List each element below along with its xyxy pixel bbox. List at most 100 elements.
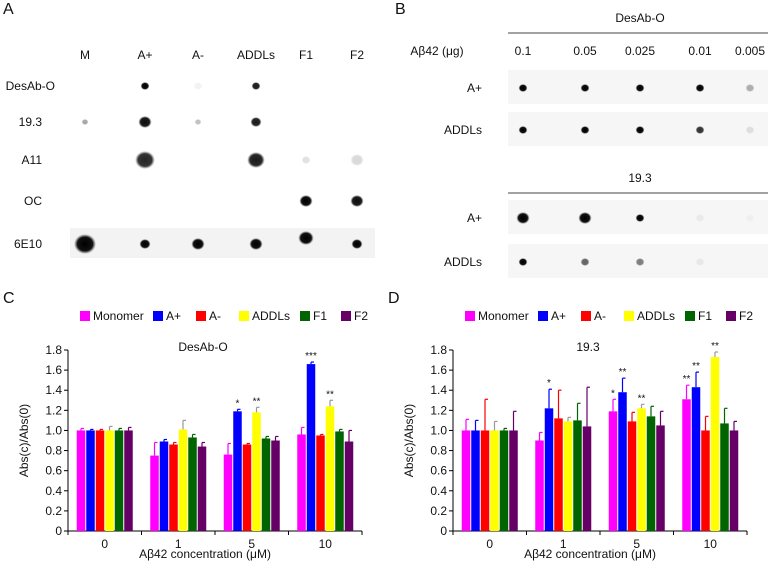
- legend-swatch: [465, 311, 475, 321]
- significance-marker: **: [692, 361, 700, 372]
- blot-dot: [745, 126, 755, 134]
- blot-dot: [580, 258, 590, 266]
- bar: [710, 357, 720, 531]
- y-tick-label: 1.4: [430, 383, 447, 397]
- panel-label-b: B: [395, 1, 406, 18]
- blot-dot: [250, 117, 262, 127]
- bar: [159, 441, 169, 531]
- blot-dot: [191, 238, 205, 250]
- panel-a-dot-blot: [70, 82, 375, 258]
- blot-dot: [351, 239, 363, 249]
- legend-label: Monomer: [93, 309, 144, 323]
- blot-dot: [695, 84, 705, 92]
- legend-label: A-: [209, 309, 221, 323]
- x-tick-label: 10: [704, 537, 718, 551]
- y-tick-label: 0.4: [45, 484, 62, 498]
- legend-swatch: [581, 311, 591, 321]
- blot-dot: [578, 212, 592, 224]
- bar: [682, 399, 691, 531]
- bar-chart-c: [64, 311, 363, 535]
- x-tick-label: 5: [633, 537, 640, 551]
- bar: [169, 444, 178, 531]
- blot-dot: [518, 84, 528, 92]
- x-tick-label: 0: [486, 537, 493, 551]
- bar: [627, 421, 637, 531]
- x-tick-label: 1: [560, 537, 567, 551]
- significance-marker: *: [611, 388, 615, 399]
- legend-label: Monomer: [478, 309, 529, 323]
- bar: [242, 444, 252, 531]
- significance-marker: **: [683, 374, 691, 385]
- bar: [335, 431, 344, 531]
- blot-dot: [299, 195, 313, 207]
- amount-value: 0.025: [625, 44, 655, 58]
- legend-label: A-: [594, 309, 606, 323]
- y-tick-label: 0.8: [45, 444, 62, 458]
- panel-b-dot-blot: [508, 32, 768, 278]
- legend-swatch: [80, 311, 90, 321]
- bar: [618, 392, 627, 531]
- bar: [105, 430, 114, 531]
- row-label: OC: [24, 194, 42, 208]
- significance-marker: *: [236, 398, 240, 409]
- legend-swatch: [300, 311, 310, 321]
- amount-value: 0.01: [688, 44, 712, 58]
- bar: [509, 430, 518, 531]
- bar: [95, 430, 105, 531]
- blot-dot: [140, 82, 150, 90]
- bar: [701, 430, 710, 531]
- x-tick-label: 5: [248, 537, 255, 551]
- bar: [114, 430, 124, 531]
- x-axis-label: Aβ42 concentration (μM): [524, 547, 656, 561]
- significance-marker: **: [619, 367, 627, 378]
- bar: [480, 430, 490, 531]
- amount-value: 0.005: [735, 44, 765, 58]
- legend-label: F2: [354, 309, 368, 323]
- blot-dot: [350, 195, 364, 207]
- significance-marker: ***: [305, 351, 317, 362]
- blot-dot: [580, 84, 590, 92]
- y-tick-label: 0: [440, 524, 447, 538]
- amount-value: 0.05: [573, 44, 597, 58]
- legend-swatch: [341, 311, 351, 321]
- y-tick-label: 1.6: [430, 363, 447, 377]
- y-tick-label: 0.4: [430, 484, 447, 498]
- panel-label-a: A: [3, 1, 14, 18]
- row-label: 19.3: [19, 115, 43, 129]
- blot-dot: [193, 82, 203, 90]
- blot-dot: [695, 258, 705, 266]
- legend-swatch: [685, 311, 695, 321]
- legend-swatch: [239, 311, 249, 321]
- bar: [471, 430, 480, 531]
- significance-marker: **: [638, 393, 646, 404]
- legend-label: A+: [166, 309, 181, 323]
- bar: [656, 425, 665, 531]
- bar: [729, 430, 739, 531]
- column-label: ADDLs: [237, 48, 275, 62]
- bar: [252, 412, 261, 531]
- bar: [316, 435, 325, 531]
- bar: [573, 420, 582, 531]
- legend-swatch: [153, 311, 163, 321]
- blot-dot: [745, 84, 755, 92]
- y-axis-label: Abs(c)/Abs(0): [17, 404, 31, 477]
- row-label: A11: [22, 153, 43, 167]
- y-tick-label: 1.6: [45, 363, 62, 377]
- amount-value: 0.1: [515, 44, 532, 58]
- legend-label: ADDLs: [252, 309, 290, 323]
- blot-dot: [580, 126, 590, 134]
- significance-marker: **: [253, 396, 261, 407]
- y-tick-label: 1.8: [430, 343, 447, 357]
- y-tick-label: 1.0: [430, 423, 447, 437]
- blot-dot: [301, 156, 311, 164]
- blot-dot: [139, 239, 151, 249]
- x-tick-label: 1: [175, 537, 182, 551]
- bar: [233, 411, 242, 531]
- bar: [86, 430, 95, 531]
- y-tick-label: 1.2: [430, 403, 447, 417]
- blot-dot: [516, 212, 530, 224]
- blot-strip: [70, 228, 375, 258]
- bar: [646, 416, 656, 531]
- blot-dot: [247, 152, 265, 168]
- y-tick-label: 0.2: [45, 504, 62, 518]
